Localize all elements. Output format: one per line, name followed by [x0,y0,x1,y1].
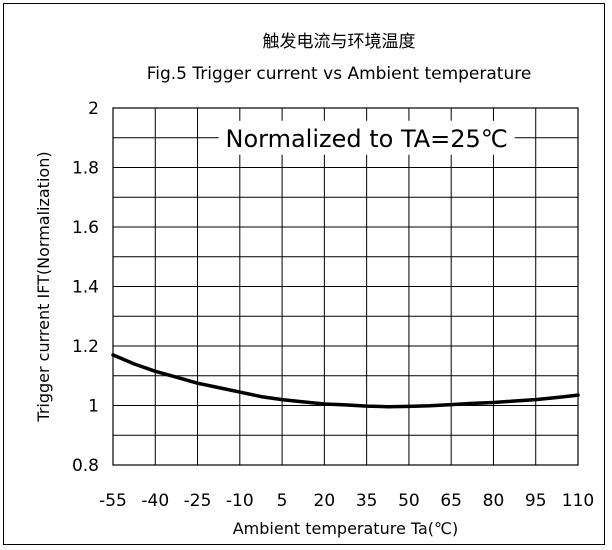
chart-title: 触发电流与环境温度 [263,32,416,52]
y-tick-labels: 0.8 1 1.2 1.4 1.6 1.8 2 [72,99,99,476]
x-tick-label: 80 [483,491,505,511]
chart-frame [3,3,605,545]
y-axis-label: Trigger current IFT(Normalization) [34,151,53,422]
x-tick-label: 110 [562,491,594,511]
y-tick-label: 1.8 [72,159,99,179]
x-tick-label: -40 [141,491,169,511]
x-tick-label: 5 [277,491,288,511]
y-tick-label: 1 [88,397,99,417]
x-tick-label: 35 [356,491,378,511]
x-tick-label: 50 [398,491,420,511]
x-tick-label: -25 [184,491,212,511]
normalization-annotation: Normalized to TA=25℃ [225,125,507,153]
annotation-background [218,120,515,155]
y-tick-label: 1.4 [72,278,99,298]
grid [112,107,579,466]
x-tick-label: -55 [99,491,127,511]
y-tick-label: 1.2 [72,337,99,357]
y-tick-label: 2 [88,99,99,119]
series-line [111,353,580,409]
x-tick-label: -10 [226,491,254,511]
x-tick-label: 20 [314,491,336,511]
y-tick-label: 1.6 [72,218,99,238]
series-group [111,353,580,409]
x-axis-label: Ambient temperature Ta(℃) [233,519,459,538]
x-tick-labels: -55 -40 -25 -10 5 20 35 50 65 80 95 110 [99,491,594,511]
chart-subtitle: Fig.5 Trigger current vs Ambient tempera… [147,64,532,84]
x-tick-label: 65 [440,491,462,511]
x-tick-label: 95 [525,491,547,511]
plot-area [112,107,579,466]
y-tick-label: 0.8 [72,456,99,476]
